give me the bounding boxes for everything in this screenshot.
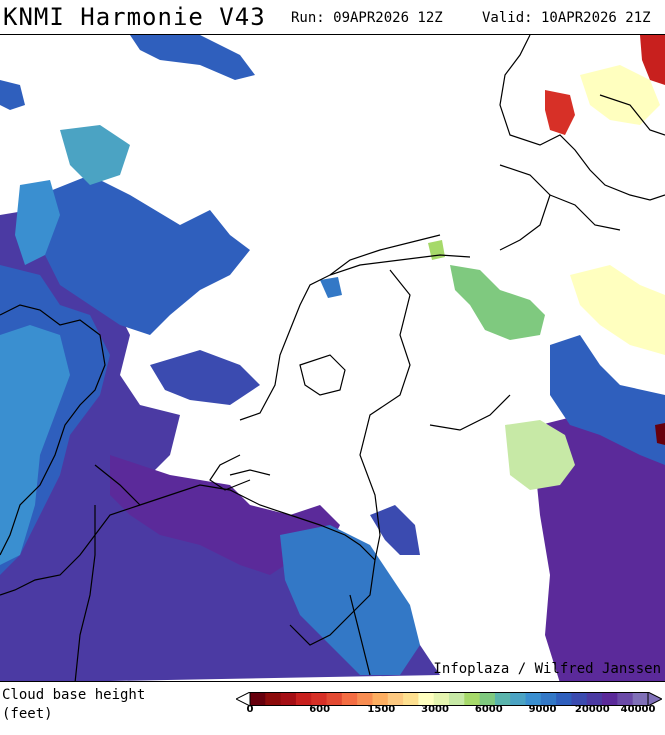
cloud-region-east-purple	[535, 415, 665, 681]
legend-swatch	[464, 692, 481, 706]
legend-swatch	[586, 692, 603, 706]
legend-swatch	[250, 692, 266, 706]
legend-swatch	[494, 692, 511, 706]
header: KNMI Harmonie V43 Run: 09APR2026 12Z Val…	[0, 0, 665, 34]
color-scale-ticks: 0 600 1500 3000 6000 9000 20000 40000	[236, 704, 662, 718]
legend-swatch	[403, 692, 419, 706]
legend-swatch	[280, 692, 297, 706]
legend-swatch	[433, 692, 450, 706]
legend-swatch	[326, 692, 343, 706]
color-scale-bar	[236, 692, 662, 706]
cloud-region-north-sea-light	[60, 125, 130, 185]
legend-tick-label: 1500	[367, 704, 396, 715]
legend-swatch	[617, 692, 634, 706]
legend-swatch	[265, 692, 282, 706]
cloud-region-east-darkred	[655, 423, 665, 445]
cloud-region-ijssel-blue	[320, 277, 342, 298]
legend-border	[249, 692, 649, 706]
legend-tick-label: 9000	[528, 704, 557, 715]
legend-swatch	[449, 692, 465, 706]
cloud-region-ardennes-blue	[280, 525, 420, 675]
legend-footer: Cloud base height (feet) 0 600 1500 3000 600…	[0, 682, 665, 735]
cloud-region-germany-yellow	[570, 265, 665, 355]
coastlines	[0, 35, 665, 681]
cloud-region-top-strip	[130, 35, 255, 80]
legend-tick-label: 40000	[620, 704, 656, 715]
cloud-region-germany-lightgreen	[505, 420, 575, 490]
variable-name: Cloud base height	[2, 687, 146, 703]
legend-swatch	[556, 692, 572, 706]
legend-swatch	[311, 692, 328, 706]
cloud-region-uk-lightblue	[0, 325, 70, 565]
legend-swatch	[357, 692, 373, 706]
legend-tick-label: 6000	[474, 704, 503, 715]
forecast-map: Infoplaza / Wilfred Janssen	[0, 34, 665, 682]
cloud-region-ardennes-purple	[370, 505, 420, 555]
cloud-region-north-sea-blue	[40, 175, 250, 335]
legend-swatch	[479, 692, 496, 706]
valid-time: Valid: 10APR2026 21Z	[482, 10, 651, 26]
cloud-region-east-blue	[550, 335, 665, 465]
legend-swatch	[341, 692, 358, 706]
legend-swatch	[602, 692, 618, 706]
cloud-region-north-sea-light2	[15, 180, 60, 265]
cloud-region-denmark-yellow	[580, 65, 660, 125]
run-time: Run: 09APR2026 12Z	[291, 10, 443, 26]
model-title: KNMI Harmonie V43	[3, 3, 266, 31]
legend-swatch	[372, 692, 389, 706]
cloud-region-denmark-red	[545, 90, 575, 135]
cloud-region-topleft-blue	[0, 80, 25, 110]
legend-swatch	[525, 692, 542, 706]
legend-tick-label: 20000	[574, 704, 610, 715]
legend-tick-label: 0	[246, 704, 254, 715]
cloud-region-ne-red	[640, 35, 665, 85]
cloud-region-english-channel	[150, 350, 260, 405]
cloud-region-germany-green	[450, 265, 545, 340]
legend-tick-label: 600	[309, 704, 331, 715]
legend-swatch	[540, 692, 557, 706]
legend-swatch	[387, 692, 404, 706]
legend-swatch	[510, 692, 527, 706]
legend-swatch	[632, 692, 649, 706]
legend-swatch	[418, 692, 435, 706]
map-canvas	[0, 35, 665, 681]
variable-unit: (feet)	[2, 706, 53, 722]
credit-text: Infoplaza / Wilfred Janssen	[433, 661, 661, 677]
legend-tick-label: 3000	[421, 704, 449, 715]
legend-swatch	[295, 692, 312, 706]
variable-label: Cloud base height (feet)	[2, 686, 145, 724]
legend-swatch	[571, 692, 588, 706]
cloud-region-wadden-green	[428, 240, 445, 260]
